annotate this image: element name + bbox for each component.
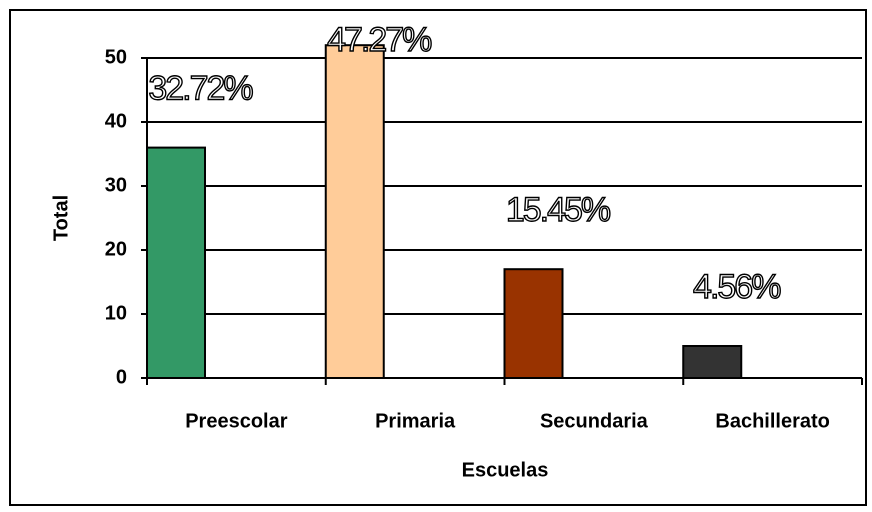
bar	[324, 44, 385, 378]
bar	[147, 146, 206, 378]
data-label: 47.27%	[327, 21, 432, 59]
data-label: 32.72%	[148, 70, 253, 108]
x-tick-label: Bachillerato	[715, 410, 829, 432]
y-tick-label: 30	[105, 174, 127, 196]
bar	[682, 345, 743, 378]
x-tick-label: Preescolar	[185, 410, 288, 432]
x-tick-label: Primaria	[375, 410, 456, 432]
y-tick-label: 40	[105, 110, 127, 132]
x-tick-label: Secundaria	[540, 410, 649, 432]
data-label: 4.56%	[693, 268, 781, 306]
y-tick-label: 0	[116, 366, 127, 388]
y-tick-label: 50	[105, 46, 127, 68]
x-axis-title: Escuelas	[462, 459, 549, 481]
y-tick-label: 10	[105, 302, 127, 324]
data-label: 15.45%	[506, 191, 611, 229]
bar	[503, 268, 564, 378]
y-axis-title: Total	[50, 195, 72, 241]
y-tick-label: 20	[105, 238, 127, 260]
